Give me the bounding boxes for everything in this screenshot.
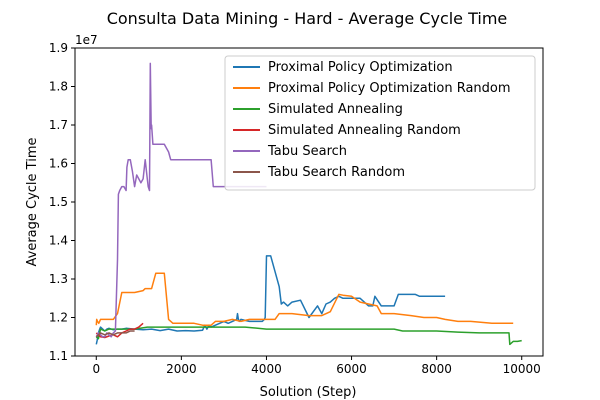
legend-label: Proximal Policy Optimization — [268, 60, 453, 75]
y-tick-label: 1.3 — [49, 272, 68, 286]
legend-label: Simulated Annealing Random — [268, 123, 461, 138]
y-axis-label: Average Cycle Time — [25, 138, 40, 267]
legend: Proximal Policy Optimization Proximal Pol… — [224, 55, 536, 191]
y-offset-label: 1e7 — [75, 33, 98, 47]
x-tick-label: 4000 — [251, 362, 282, 376]
y-tick-label: 1.8 — [49, 80, 68, 94]
y-tick-label: 1.4 — [49, 234, 68, 248]
y-tick-label: 1.9 — [49, 41, 68, 55]
y-tick-label: 1.5 — [49, 195, 68, 209]
series-line-tabu-search-random — [95, 330, 135, 338]
y-tick-label: 1.2 — [49, 311, 68, 325]
x-tick-label: 8000 — [421, 362, 452, 376]
x-axis: 0 2000 4000 6000 8000 10000 — [92, 356, 541, 376]
series-line-tabu-search — [95, 62, 267, 338]
series-line-proximal-policy-optimization — [95, 255, 446, 345]
x-tick-label: 10000 — [503, 362, 541, 376]
legend-label: Tabu Search — [267, 144, 347, 159]
x-tick-label: 0 — [92, 362, 100, 376]
legend-label: Simulated Annealing — [268, 102, 403, 117]
x-tick-label: 2000 — [166, 362, 197, 376]
legend-label: Proximal Policy Optimization Random — [268, 81, 511, 96]
y-tick-label: 1.6 — [49, 157, 68, 171]
chart-title: Consulta Data Mining - Hard - Average Cy… — [107, 9, 508, 28]
legend-label: Tabu Search Random — [267, 165, 405, 180]
legend-box — [224, 55, 536, 191]
series-line-simulated-annealing-random — [95, 322, 144, 339]
series-line-simulated-annealing — [95, 326, 522, 346]
y-tick-label: 1.7 — [49, 118, 68, 132]
series-line-proximal-policy-optimization-random — [95, 272, 514, 326]
y-tick-label: 1.1 — [49, 349, 68, 363]
x-axis-label: Solution (Step) — [260, 385, 357, 400]
series-layer — [95, 62, 522, 346]
x-tick-label: 6000 — [336, 362, 367, 376]
y-axis: 1.1 1.2 1.3 1.4 1.5 1.6 1.7 1.8 1.9 — [49, 41, 75, 363]
